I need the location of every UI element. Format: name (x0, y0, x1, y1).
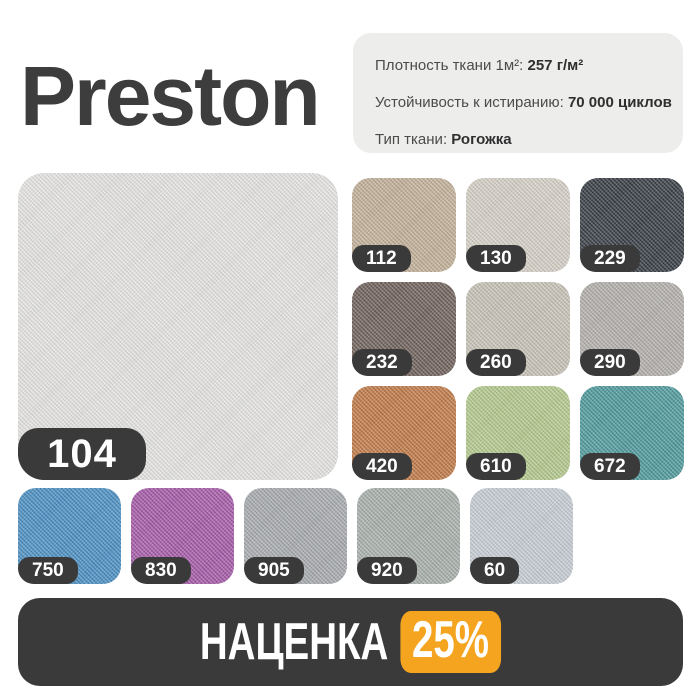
swatch-tile-830[interactable]: 830 (131, 488, 234, 584)
swatch-code-badge: 830 (131, 557, 191, 584)
spec-label: Плотность ткани 1м²: (375, 57, 524, 74)
swatch-code-badge: 672 (580, 453, 640, 480)
swatch-code-badge: 232 (352, 349, 412, 376)
swatch-code-badge: 750 (18, 557, 78, 584)
swatch-code-badge: 112 (352, 245, 411, 272)
swatch-code-badge: 610 (466, 453, 526, 480)
main-swatch-code-badge: 104 (18, 428, 146, 480)
swatch-tile-750[interactable]: 750 (18, 488, 121, 584)
swatch-grid-right: 112 130 229 232 260 290 420 610 672 (352, 178, 684, 480)
swatch-row-bottom: 750 830 905 920 60 (18, 488, 573, 584)
swatch-tile-229[interactable]: 229 (580, 178, 684, 272)
swatch-tile-290[interactable]: 290 (580, 282, 684, 376)
swatch-tile-130[interactable]: 130 (466, 178, 570, 272)
promo-banner-badge: 25% (400, 611, 501, 673)
spec-label: Устойчивость к истиранию: (375, 94, 564, 111)
page-title: Preston (20, 49, 321, 143)
spec-value: 257 г/м² (527, 57, 584, 74)
spec-value: 70 000 циклов (567, 94, 672, 111)
swatch-code-badge: 920 (357, 557, 417, 584)
spec-row-abrasion: Устойчивость к истиранию: 70 000 циклов (375, 84, 683, 121)
swatch-code-badge: 420 (352, 453, 412, 480)
swatch-code-badge: 905 (244, 557, 304, 584)
swatch-code-badge: 60 (470, 557, 520, 584)
swatch-tile-610[interactable]: 610 (466, 386, 570, 480)
swatch-tile-260[interactable]: 260 (466, 282, 570, 376)
swatch-tile-232[interactable]: 232 (352, 282, 456, 376)
swatch-code-badge: 290 (580, 349, 640, 376)
main-swatch[interactable]: 104 (18, 173, 338, 480)
swatch-tile-672[interactable]: 672 (580, 386, 684, 480)
swatch-tile-920[interactable]: 920 (357, 488, 460, 584)
spec-row-fabric-type: Тип ткани: Рогожка (375, 121, 683, 158)
swatch-tile-112[interactable]: 112 (352, 178, 456, 272)
spec-value: Рогожка (451, 131, 512, 148)
specs-card: Плотность ткани 1м²: 257 г/м² Устойчивос… (353, 33, 683, 153)
swatch-code-badge: 260 (466, 349, 526, 376)
spec-label: Тип ткани: (375, 131, 448, 148)
swatch-code-badge: 229 (580, 245, 640, 272)
swatch-tile-60[interactable]: 60 (470, 488, 573, 584)
promo-banner-content: НАЦЕНКА 25% (200, 611, 501, 673)
promo-banner-label: НАЦЕНКА (200, 613, 389, 671)
swatch-code-badge: 130 (466, 245, 526, 272)
promo-banner: НАЦЕНКА 25% (18, 598, 683, 686)
swatch-tile-420[interactable]: 420 (352, 386, 456, 480)
swatch-tile-905[interactable]: 905 (244, 488, 347, 584)
spec-row-density: Плотность ткани 1м²: 257 г/м² (375, 47, 683, 84)
